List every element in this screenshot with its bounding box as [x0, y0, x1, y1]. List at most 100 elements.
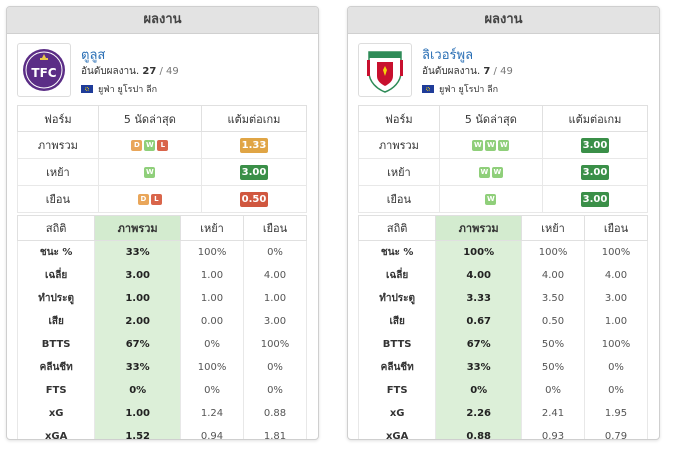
- ppg-badge: 3.00: [580, 191, 609, 207]
- form-header-ppg: แต้มต่อเกม: [200, 105, 308, 132]
- stat-away: 1.95: [584, 402, 648, 425]
- stats-row: xG 1.00 1.24 0.88: [16, 402, 307, 425]
- ppg-badge: 0.50: [239, 191, 268, 207]
- stat-away: 0.79: [584, 425, 648, 439]
- stat-label: FTS: [357, 379, 437, 402]
- stat-overall: 3.00: [94, 264, 182, 287]
- result-pill: W: [478, 166, 490, 178]
- stat-overall: 1.52: [94, 425, 182, 439]
- stat-away: 0%: [243, 356, 307, 379]
- stat-away: 3.00: [584, 287, 648, 310]
- stats-row: ชนะ % 33% 100% 0%: [16, 240, 307, 264]
- stat-label: คลีนชีท: [357, 356, 437, 379]
- league-info: ยูฟ่า ยูโรปา ลีก: [81, 82, 157, 96]
- svg-text:TFC: TFC: [31, 66, 56, 80]
- team-summary: TFC ตูลูส อันดับผลงาน. 27 / 49 ยูฟ่า ยูโ…: [7, 34, 318, 97]
- stat-home: 100%: [180, 240, 245, 264]
- result-pill: W: [144, 166, 156, 178]
- stats-row: ทำประตู 1.00 1.00 1.00: [16, 287, 307, 310]
- league-info: ยูฟ่า ยูโรปา ลีก: [422, 82, 498, 96]
- stat-label: BTTS: [357, 333, 437, 356]
- ppg-badge: 3.00: [239, 164, 268, 180]
- stat-home: 3.50: [521, 287, 586, 310]
- ppg-badge: 3.00: [580, 164, 609, 180]
- league-name: ยูฟ่า ยูโรปา ลีก: [439, 85, 499, 95]
- result-pill: W: [485, 193, 497, 205]
- stats-row: ทำประตู 3.33 3.50 3.00: [357, 287, 648, 310]
- stat-home: 1.00: [180, 264, 245, 287]
- stat-away: 100%: [243, 333, 307, 356]
- result-pill: L: [150, 193, 162, 205]
- stat-label: xG: [16, 402, 96, 425]
- result-pill: D: [131, 139, 143, 151]
- stat-overall: 3.33: [435, 287, 523, 310]
- stat-overall: 1.00: [94, 287, 182, 310]
- stats-row: BTTS 67% 0% 100%: [16, 333, 307, 356]
- team-rank: อันดับผลงาน. 7 / 49: [422, 66, 513, 77]
- stat-label: xGA: [357, 425, 437, 439]
- eu-flag-icon: [81, 85, 93, 93]
- stat-label: ชนะ %: [16, 240, 96, 264]
- stat-away: 0.88: [243, 402, 307, 425]
- stat-overall: 0.67: [435, 310, 523, 333]
- stats-row: FTS 0% 0% 0%: [357, 379, 648, 402]
- stats-row: xG 2.26 2.41 1.95: [357, 402, 648, 425]
- stat-overall: 2.26: [435, 402, 523, 425]
- form-row-away: เยือน W 3.00: [358, 185, 649, 213]
- stat-overall: 67%: [435, 333, 523, 356]
- stat-home: 1.24: [180, 402, 245, 425]
- stat-overall: 4.00: [435, 264, 523, 287]
- stat-overall: 0%: [94, 379, 182, 402]
- stats-table: สถิติ ภาพรวม เหย้า เยือน ชนะ % 100% 100% 10…: [357, 215, 648, 439]
- stat-away: 0%: [584, 379, 648, 402]
- stats-header-home: เหย้า: [180, 215, 245, 241]
- team-name-link[interactable]: ตูลูส: [81, 48, 106, 63]
- stats-row: เสีย 2.00 0.00 3.00: [16, 310, 307, 333]
- stat-overall: 0.88: [435, 425, 523, 439]
- result-pill: W: [472, 139, 484, 151]
- stat-overall: 33%: [94, 240, 182, 264]
- stat-home: 2.41: [521, 402, 586, 425]
- stat-label: คลีนชีท: [16, 356, 96, 379]
- stat-home: 0%: [521, 379, 586, 402]
- stats-row: เฉลี่ย 3.00 1.00 4.00: [16, 264, 307, 287]
- stat-home: 50%: [521, 356, 586, 379]
- stat-home: 1.00: [180, 287, 245, 310]
- stat-away: 100%: [584, 333, 648, 356]
- form-header-form: ฟอร์ม: [358, 105, 440, 132]
- stat-away: 4.00: [584, 264, 648, 287]
- form-header-last5: 5 นัดล่าสุด: [438, 105, 543, 132]
- stat-away: 4.00: [243, 264, 307, 287]
- stat-label: เสีย: [16, 310, 96, 333]
- form-header-ppg: แต้มต่อเกม: [541, 105, 649, 132]
- ppg-badge: 1.33: [239, 137, 268, 153]
- stat-label: xG: [357, 402, 437, 425]
- stat-label: FTS: [16, 379, 96, 402]
- result-pill: D: [137, 193, 149, 205]
- stat-label: เฉลี่ย: [16, 264, 96, 287]
- panel-title: ผลงาน: [348, 7, 659, 34]
- eu-flag-icon: [422, 85, 434, 93]
- team-form-panel-toulouse: ผลงาน TFC ตูลูส อันดับผลงาน. 27 / 49 ยูฟ…: [6, 6, 319, 440]
- stats-table: สถิติ ภาพรวม เหย้า เยือน ชนะ % 33% 100% 0% เ…: [16, 215, 307, 439]
- stat-home: 0.50: [521, 310, 586, 333]
- team-name-link[interactable]: ลิเวอร์พูล: [422, 48, 474, 63]
- stat-label: ชนะ %: [357, 240, 437, 264]
- stat-home: 50%: [521, 333, 586, 356]
- stat-label: เสีย: [357, 310, 437, 333]
- stat-away: 0%: [584, 356, 648, 379]
- form-header-last5: 5 นัดล่าสุด: [97, 105, 202, 132]
- stats-header-stat: สถิติ: [16, 215, 96, 241]
- stat-overall: 1.00: [94, 402, 182, 425]
- stat-away: 100%: [584, 240, 648, 264]
- stats-header-stat: สถิติ: [357, 215, 437, 241]
- ppg-badge: 3.00: [580, 137, 609, 153]
- form-row-home: เหย้า W 3.00: [17, 158, 308, 186]
- stat-away: 0%: [243, 379, 307, 402]
